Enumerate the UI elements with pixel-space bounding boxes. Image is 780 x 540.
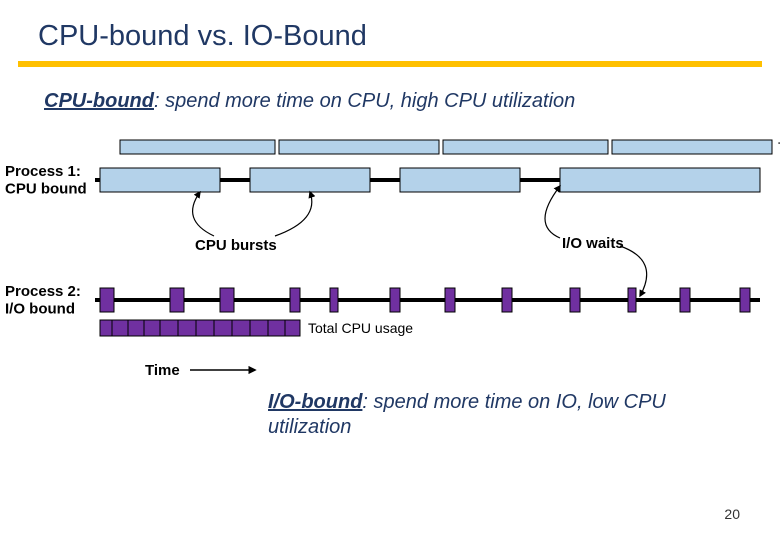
io-bound-label: I/O-bound bbox=[268, 391, 362, 413]
p1-cpu-burst bbox=[560, 168, 760, 192]
p2-cpu-burst bbox=[570, 288, 580, 312]
io-waits-label: I/O waits bbox=[562, 235, 624, 252]
p2-cpu-burst bbox=[502, 288, 512, 312]
cpu-bound-text: : spend more time on CPU, high CPU utili… bbox=[154, 90, 575, 112]
total-cpu-segment bbox=[443, 140, 608, 154]
process2-label: Process 2:I/O bound bbox=[5, 283, 81, 317]
time-label: Time bbox=[145, 362, 180, 379]
p2-cpu-burst bbox=[330, 288, 338, 312]
p1-cpu-burst bbox=[250, 168, 370, 192]
p2-cpu-burst bbox=[740, 288, 750, 312]
pointer-curve bbox=[545, 186, 560, 238]
p2-cpu-burst bbox=[220, 288, 234, 312]
process1-label: Process 1:CPU bound bbox=[5, 163, 87, 197]
total-cpu-p2-bar bbox=[100, 320, 300, 336]
diagram-canvas: Total CPU usage Process 1:CPU bound Proces… bbox=[0, 120, 780, 390]
p2-cpu-burst bbox=[445, 288, 455, 312]
pointer-curve bbox=[275, 192, 312, 236]
cpu-bound-definition: CPU-bound: spend more time on CPU, high … bbox=[0, 67, 644, 114]
p2-cpu-burst bbox=[170, 288, 184, 312]
total-cpu-segment bbox=[120, 140, 275, 154]
cpu-bound-label: CPU-bound bbox=[44, 90, 154, 112]
p2-cpu-burst bbox=[100, 288, 114, 312]
total-cpu-label-bottom: Total CPU usage bbox=[308, 320, 413, 336]
cpu-bursts-label: CPU bursts bbox=[195, 237, 277, 254]
p2-cpu-burst bbox=[390, 288, 400, 312]
slide-number: 20 bbox=[724, 506, 740, 522]
p2-cpu-burst bbox=[290, 288, 300, 312]
pointer-curve bbox=[193, 192, 214, 236]
p1-cpu-burst bbox=[400, 168, 520, 192]
total-cpu-segment bbox=[612, 140, 772, 154]
p1-cpu-burst bbox=[100, 168, 220, 192]
total-cpu-segment bbox=[279, 140, 439, 154]
slide-title: CPU-bound vs. IO-Bound bbox=[0, 0, 780, 61]
io-bound-definition: I/O-bound: spend more time on IO, low CP… bbox=[0, 390, 708, 440]
p2-cpu-burst bbox=[628, 288, 636, 312]
p2-cpu-burst bbox=[680, 288, 690, 312]
